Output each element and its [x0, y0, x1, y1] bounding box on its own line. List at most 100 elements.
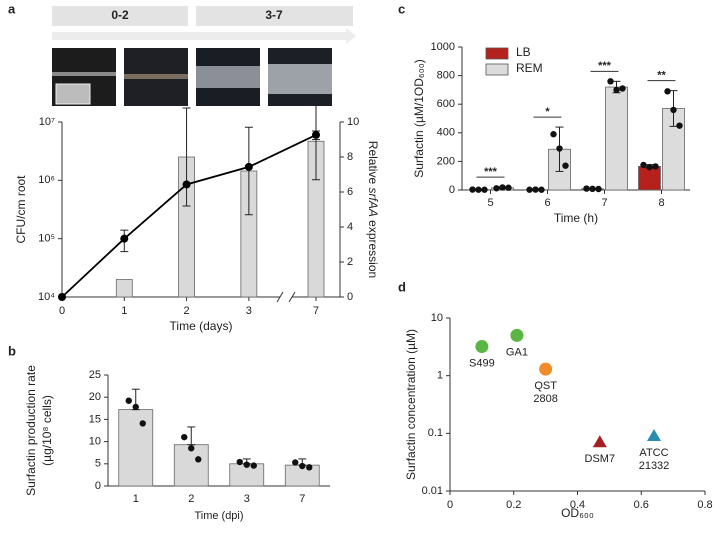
y-tick-label: 10⁵	[38, 233, 55, 245]
x-tick-label: 0	[59, 305, 65, 317]
replicate-point	[646, 163, 653, 171]
point-label: QST	[534, 380, 557, 392]
x-axis-label: Time (dpi)	[194, 510, 243, 522]
point-label: S499	[469, 357, 495, 369]
stage-box	[52, 6, 188, 26]
y-axis-label: Surfactin concentration (µM)	[404, 329, 418, 480]
replicate-point	[583, 185, 590, 192]
significance-label: *	[545, 106, 550, 118]
y-tick-label: 1000	[431, 41, 455, 53]
y-tick-label: 0	[347, 291, 353, 303]
y-tick-label: 0.1	[428, 427, 443, 439]
x-tick-label: 2	[188, 493, 194, 505]
point-label: DSM7	[585, 453, 616, 465]
y-axis-label: (µg/10⁸ cells)	[40, 395, 54, 466]
panel-label: d	[398, 279, 406, 294]
x-tick-label: 0	[447, 499, 453, 511]
x-axis-label: Time (h)	[554, 211, 598, 225]
panel-label: b	[8, 343, 16, 358]
y2-axis-label: Relative srfAA expression	[366, 141, 380, 278]
point	[592, 435, 607, 448]
x-axis-label: Time (days)	[170, 319, 233, 333]
legend-label: LB	[516, 45, 531, 59]
legend-swatch	[485, 47, 509, 60]
photo-root	[52, 72, 116, 76]
point	[475, 340, 489, 354]
replicate-point	[475, 186, 482, 193]
y2-axis-label-part: Relative	[366, 141, 380, 188]
error-bar	[182, 107, 191, 207]
replicate-point	[676, 122, 683, 129]
y-tick-label: 15	[89, 413, 101, 425]
replicate-point	[139, 420, 146, 427]
replicate-point	[652, 163, 659, 170]
replicate-point	[562, 162, 569, 169]
y-tick-label: 800	[437, 70, 455, 82]
root-photos	[52, 48, 332, 106]
y-tick-label: 10	[89, 436, 101, 448]
replicate-point	[589, 185, 596, 193]
y-tick-label: 400	[437, 127, 455, 139]
significance-label: ***	[484, 166, 498, 178]
y-tick-label: 6	[347, 186, 353, 198]
point-label: ATCC	[639, 447, 668, 459]
x-tick-label: 1	[121, 305, 127, 317]
y-axis-label: CFU/cm root	[14, 175, 28, 244]
replicate-point	[306, 464, 313, 471]
replicate-point	[181, 433, 188, 441]
x-tick-label: 7	[313, 305, 319, 317]
x-tick-label: 5	[487, 197, 493, 209]
y-tick-label: 20	[89, 391, 101, 403]
error-bar	[312, 102, 320, 181]
y-tick-label: 10	[347, 116, 359, 128]
y-tick-label: 2	[347, 256, 353, 268]
y2-axis-label-part: expression	[366, 217, 380, 278]
legend-label: REM	[516, 61, 543, 75]
point	[510, 328, 524, 342]
y-tick-label: 8	[347, 151, 353, 163]
y-axis-label: Surfactin production rate	[24, 365, 38, 496]
bar	[605, 86, 628, 191]
line-point	[244, 162, 253, 171]
replicate-point	[505, 184, 512, 191]
bar	[115, 279, 133, 298]
replicate-point	[188, 445, 195, 452]
panel-label: a	[8, 1, 16, 16]
x-tick-label: 3	[244, 493, 250, 505]
replicate-point	[664, 88, 671, 95]
line-point	[182, 180, 191, 189]
replicate-point	[619, 85, 626, 92]
y-tick-label: 25	[89, 369, 101, 381]
significance-label: **	[657, 70, 666, 82]
y-axis-label: Surfactin (µM/1OD₆₀₀)	[412, 59, 426, 177]
x-tick-label: 7	[299, 493, 305, 505]
y-tick-label: 0	[95, 480, 101, 492]
replicate-point	[499, 184, 506, 191]
point	[647, 428, 661, 441]
replicate-point	[613, 86, 620, 94]
point	[539, 362, 553, 376]
error-bar	[187, 426, 196, 446]
x-tick-label: 0.2	[506, 499, 521, 511]
x-tick-label: 0.6	[634, 499, 649, 511]
y2-axis-label-part: srfAA	[366, 187, 380, 216]
replicate-point	[640, 161, 647, 169]
y-tick-label: 600	[437, 98, 455, 110]
significance-label: ***	[598, 60, 612, 72]
panel-label: c	[398, 1, 405, 16]
time-arrow	[52, 28, 356, 44]
replicate-point	[550, 131, 557, 138]
replicate-point	[125, 397, 132, 404]
y-tick-label: 10⁴	[38, 291, 55, 303]
replicate-point	[250, 462, 257, 469]
x-tick-label: 2	[184, 305, 190, 317]
replicate-point	[236, 458, 243, 466]
x-tick-label: 0.8	[697, 499, 712, 511]
photo-root	[268, 64, 332, 94]
axis-break	[276, 291, 284, 303]
x-tick-label: 7	[601, 197, 607, 209]
y-tick-label: 10	[431, 312, 443, 324]
x-tick-label: 1	[133, 493, 139, 505]
y-tick-label: 0.01	[422, 485, 443, 497]
